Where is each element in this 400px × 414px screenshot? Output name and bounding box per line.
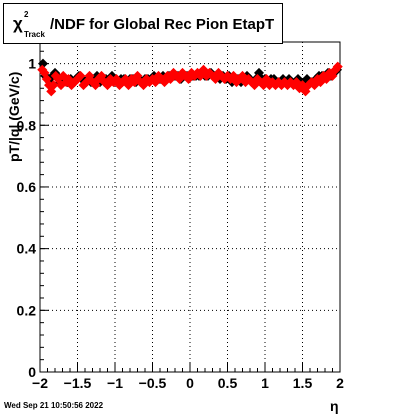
data-point [75, 70, 86, 81]
title-superscript: 2 [24, 10, 29, 19]
series-1 [37, 61, 343, 97]
x-tick-label: 2 [336, 375, 344, 391]
y-tick-label: 0.4 [17, 241, 37, 257]
data-series [37, 58, 343, 97]
data-point [38, 58, 48, 69]
x-tick-label: 0.5 [218, 375, 238, 391]
y-tick-label: 0.6 [17, 179, 37, 195]
tick-labels: −2 −1.5 −1 −0.5 0 0.5 1 1.5 2 0 0.2 0.4 0.6 0.8 1 [17, 56, 345, 391]
timestamp: Wed Sep 21 10:50:56 2022 [4, 401, 104, 410]
y-tick-label: 0 [28, 364, 36, 380]
data-point [48, 80, 59, 91]
chart-title-box: χ 2 Track /NDF for Global Rec Pion EtapT [3, 3, 283, 44]
y-tick-label: 0.2 [17, 302, 37, 318]
x-tick-label: −0.5 [139, 375, 167, 391]
x-tick-label: −1.5 [64, 375, 92, 391]
grid-lines [39, 42, 341, 373]
title-subscript: Track [24, 30, 45, 39]
y-tick-label: 0.8 [17, 117, 37, 133]
x-tick-label: 1.5 [293, 375, 313, 391]
title-chi-symbol: χ [13, 14, 23, 33]
data-point [332, 61, 343, 72]
x-tick-label: −1 [107, 375, 123, 391]
x-tick-label: 1 [261, 375, 269, 391]
x-axis-label: η [330, 398, 339, 414]
x-tick-label: −2 [32, 375, 48, 391]
y-tick-label: 1 [28, 56, 36, 72]
chart-title: /NDF for Global Rec Pion EtapT [50, 16, 275, 33]
axis-ticks [39, 50, 341, 373]
x-tick-label: 0 [186, 375, 194, 391]
y-axis-label: pT/|q| (GeV/c) [6, 71, 22, 162]
